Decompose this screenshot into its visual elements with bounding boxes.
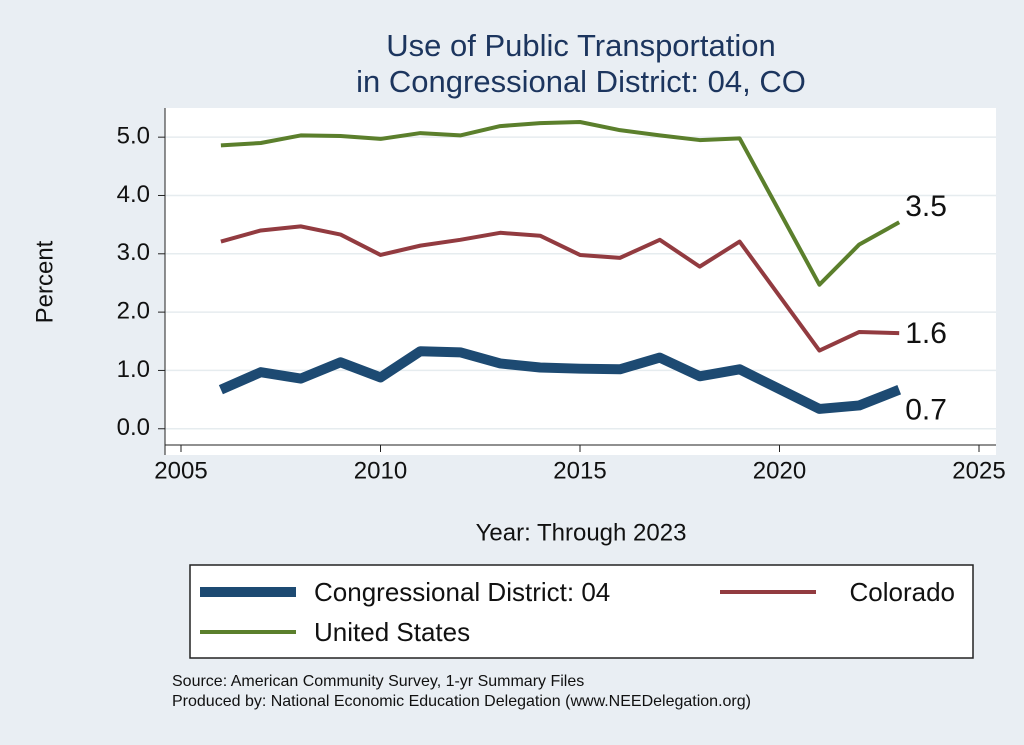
plot-area — [165, 108, 996, 455]
x-tick-label: 2025 — [952, 457, 1005, 484]
y-tick-label: 2.0 — [117, 297, 150, 324]
legend-label: United States — [314, 617, 470, 647]
x-tick-label: 2020 — [753, 457, 806, 484]
y-tick-label: 3.0 — [117, 239, 150, 266]
series-line — [220, 119, 901, 287]
x-tick-label: 2015 — [553, 457, 606, 484]
legend-label: Congressional District: 04 — [314, 577, 610, 607]
series-line — [218, 346, 902, 414]
y-tick-label: 0.0 — [117, 414, 150, 441]
y-tick-label: 4.0 — [117, 181, 150, 208]
x-tick-label: 2010 — [354, 457, 407, 484]
x-tick-label: 2005 — [154, 457, 207, 484]
y-axis-label: Percent — [31, 240, 58, 323]
legend — [189, 564, 974, 659]
value-label: 3.5 — [905, 190, 947, 223]
value-label: 0.7 — [905, 394, 947, 427]
chart-title: Use of Public Transportation — [386, 28, 775, 63]
y-tick-label: 1.0 — [117, 356, 150, 383]
series-line — [220, 224, 900, 353]
source-note: Source: American Community Survey, 1-yr … — [172, 673, 584, 690]
legend-label: Colorado — [849, 577, 955, 607]
y-tick-label: 5.0 — [117, 123, 150, 150]
value-label: 1.6 — [905, 317, 947, 350]
chart-subtitle: in Congressional District: 04, CO — [356, 64, 806, 99]
x-axis-label: Year: Through 2023 — [476, 519, 687, 546]
producer-note: Produced by: National Economic Education… — [172, 693, 751, 710]
